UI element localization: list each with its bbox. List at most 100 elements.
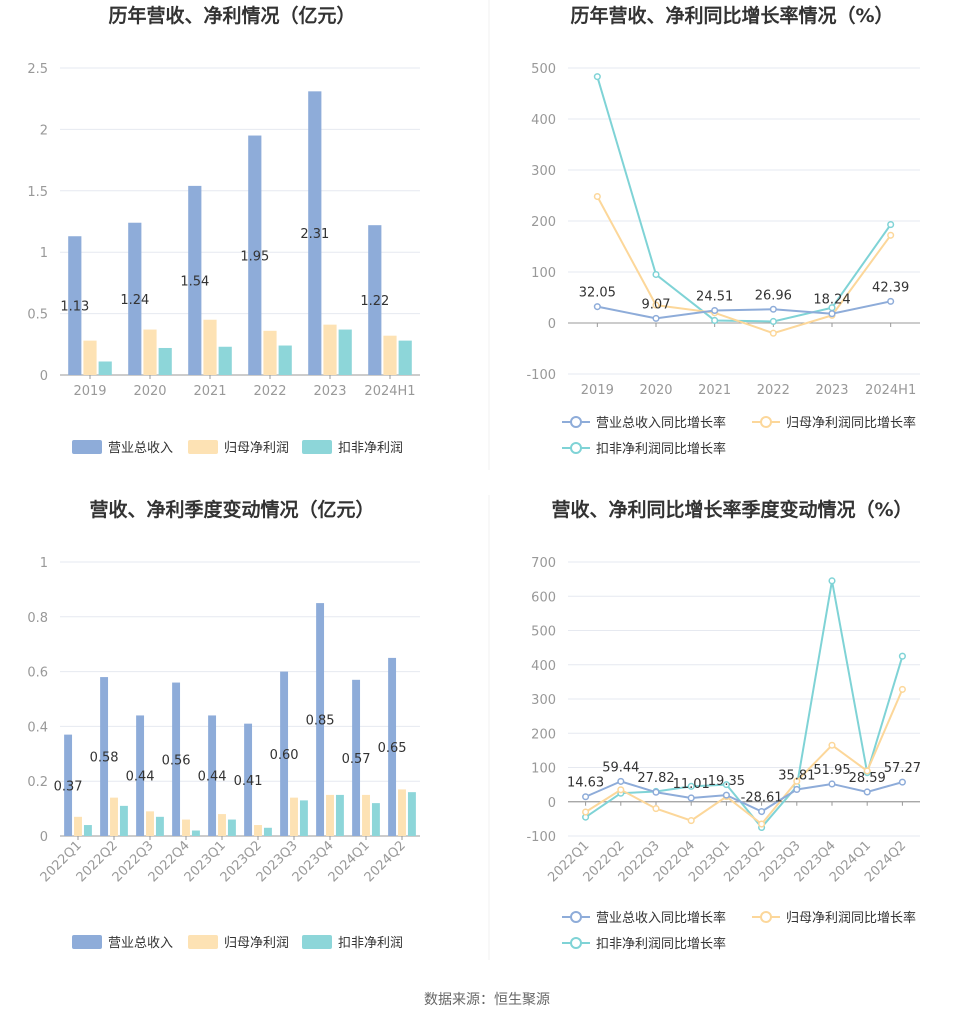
- data-point: [593, 192, 601, 201]
- data-point: [652, 805, 660, 813]
- y-tick-label: 100: [531, 266, 556, 281]
- annual-revenue-profit-chart: 历年营收、净利情况（亿元） 0 0.5 1 1.5 2 2.5 2019 2020 2021 202…: [27, 4, 420, 456]
- bar: [398, 340, 412, 375]
- data-point: [652, 314, 660, 322]
- data-label: 0.60: [270, 748, 299, 763]
- chart-title: 历年营收、净利同比增长率情况（%）: [570, 4, 893, 27]
- bar: [368, 225, 382, 375]
- data-point: [828, 741, 836, 749]
- data-label: 0.58: [90, 751, 119, 766]
- data-label: 0.56: [162, 753, 191, 768]
- y-tick-label: 400: [531, 113, 556, 128]
- x-tick-label: 2022: [757, 383, 790, 398]
- legend-marker: [760, 911, 772, 923]
- x-tick-label: 2019: [73, 384, 106, 399]
- data-label: 57.27: [884, 761, 921, 776]
- data-point: [687, 817, 695, 825]
- legend-label: 扣非净利润同比增长率: [596, 441, 726, 457]
- data-label: 51.95: [813, 763, 850, 778]
- quarterly-growth-rate-chart: 营收、净利同比增长率季度变动情况（%） -100 0 100 200 300 400 500 6…: [526, 498, 921, 952]
- bar: [280, 671, 289, 836]
- legend-label: 扣非净利润同比增长率: [596, 936, 726, 952]
- y-tick-label: 400: [531, 659, 556, 674]
- y-tick-label: -100: [526, 368, 556, 383]
- y-tick-label: 0.6: [27, 666, 48, 681]
- series-line: [585, 780, 903, 813]
- data-point: [711, 316, 719, 325]
- data-point: [793, 785, 801, 794]
- data-label: 32.05: [579, 286, 616, 301]
- y-tick-label: 1: [40, 246, 48, 261]
- data-point: [582, 808, 590, 816]
- legend-marker: [760, 416, 772, 428]
- data-label: 0.41: [234, 774, 263, 789]
- y-tick-label: 600: [531, 590, 556, 605]
- bar: [146, 811, 154, 836]
- data-point: [593, 73, 601, 81]
- data-point: [582, 793, 590, 801]
- data-point: [652, 271, 660, 279]
- legend-label: 营业总收入同比增长率: [596, 910, 726, 926]
- bar: [208, 715, 217, 836]
- data-label: 24.51: [696, 289, 733, 304]
- data-label: 2.31: [300, 227, 329, 242]
- data-point: [887, 231, 895, 239]
- data-label: 0.65: [378, 741, 407, 756]
- legend-label: 扣非净利润: [338, 441, 403, 456]
- bar: [248, 135, 262, 375]
- data-point: [828, 780, 836, 788]
- bar: [299, 800, 308, 836]
- x-tick-label: 2024H1: [364, 384, 415, 399]
- data-point: [769, 329, 777, 337]
- legend-swatch: [302, 440, 332, 454]
- x-tick-label: 2020: [639, 383, 672, 398]
- data-point: [898, 652, 906, 660]
- y-tick-label: 200: [531, 727, 556, 742]
- legend-marker: [570, 416, 582, 428]
- data-label: 18.24: [813, 293, 850, 308]
- data-point: [828, 577, 836, 585]
- legend-swatch: [72, 935, 102, 949]
- chart-title: 营收、净利同比增长率季度变动情况（%）: [551, 498, 912, 521]
- x-tick-label: 2020: [133, 384, 166, 399]
- data-point: [687, 794, 695, 802]
- data-label: 1.22: [360, 294, 389, 309]
- bar: [83, 340, 97, 375]
- y-tick-label: 200: [531, 215, 556, 230]
- data-label: 0.37: [54, 779, 83, 794]
- bar: [172, 682, 181, 836]
- data-label: 1.54: [180, 274, 209, 289]
- bar: [136, 715, 145, 836]
- data-point: [652, 788, 660, 796]
- y-tick-label: 0: [548, 796, 556, 811]
- legend-label: 归母净利润: [224, 936, 289, 951]
- data-label: 59.44: [602, 760, 639, 775]
- data-label: 9.07: [642, 297, 671, 312]
- data-label: -28.61: [741, 791, 783, 806]
- bar: [64, 734, 73, 836]
- bar: [110, 797, 118, 836]
- data-label: 19.35: [708, 774, 745, 789]
- series-line: [596, 76, 892, 323]
- data-label: 27.82: [637, 771, 674, 786]
- legend-label: 扣非净利润: [338, 936, 403, 951]
- chart-title: 营收、净利季度变动情况（亿元）: [89, 498, 374, 521]
- y-tick-label: 1: [40, 556, 48, 571]
- y-tick-label: 2.5: [27, 62, 48, 77]
- bar: [98, 361, 112, 375]
- data-label: 11.01: [673, 777, 710, 792]
- quarterly-revenue-profit-chart: 营收、净利季度变动情况（亿元）00.20.40.60.812022Q12022Q…: [27, 498, 420, 951]
- data-label: 0.57: [342, 752, 371, 767]
- bar: [388, 657, 397, 836]
- data-point: [593, 303, 601, 311]
- bar: [254, 825, 262, 836]
- bar: [191, 830, 200, 836]
- y-tick-label: 0.5: [27, 308, 48, 323]
- bar: [290, 797, 298, 836]
- y-tick-label: 1.5: [27, 185, 48, 200]
- y-tick-label: 0.2: [27, 775, 48, 790]
- bar: [68, 236, 82, 375]
- legend-label: 营业总收入: [108, 936, 173, 951]
- y-tick-label: 0: [40, 369, 48, 384]
